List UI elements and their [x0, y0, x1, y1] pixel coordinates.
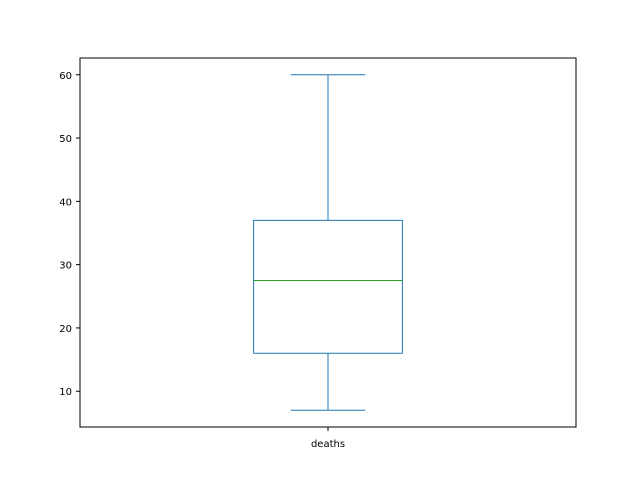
y-tick-label: 20 — [59, 324, 72, 335]
x-axis: deaths — [311, 427, 345, 450]
y-tick-label: 10 — [59, 387, 72, 398]
y-tick-label: 60 — [59, 71, 72, 82]
y-axis: 10 20 30 40 50 60 — [59, 71, 80, 398]
y-tick-label: 40 — [59, 197, 72, 208]
iqr-box — [253, 219, 403, 354]
x-tick-label: deaths — [311, 439, 345, 450]
y-tick-label: 50 — [59, 134, 72, 145]
box-plot-marks — [253, 74, 403, 411]
y-tick-label: 30 — [59, 261, 72, 272]
plot-frame — [79, 57, 577, 428]
